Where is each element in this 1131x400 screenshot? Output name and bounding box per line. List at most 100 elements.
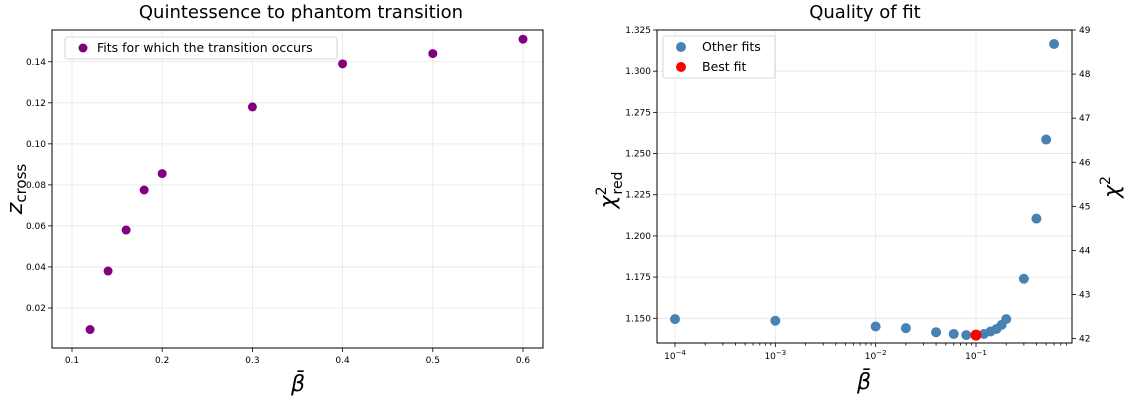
chart-left-frame — [51, 29, 544, 349]
chart-left-x-tick-label: 0.4 — [335, 356, 350, 366]
chart-right-x-tick-exponent: −3 — [776, 349, 786, 357]
chart-right-y2-tick-label: 44 — [1079, 246, 1091, 256]
chart-right-y-tick-label: 1.200 — [625, 232, 651, 242]
chart-right-title: Quality of fit — [809, 2, 921, 23]
chart-left-x-tick-label: 0.6 — [516, 356, 531, 366]
chart-right-y2-tick-label: 45 — [1079, 202, 1090, 212]
chart-left-y-sub: cross — [12, 164, 30, 203]
chart-left-y-main: z — [3, 202, 28, 215]
chart-right-y2-sup: 2 — [1098, 176, 1114, 185]
chart-left-point — [247, 102, 257, 112]
chart-right-y2-tick-label: 43 — [1079, 291, 1090, 301]
chart-right-point — [670, 314, 680, 325]
chart-right-grid — [657, 29, 1072, 343]
chart-left-y-tick-label: 0.08 — [26, 181, 46, 191]
chart-right-y2-tick-label: 47 — [1079, 114, 1090, 124]
chart-right-y-ticks: 1.150 1.175 1.200 1.225 1.250 1.275 1.300 1.325 — [625, 26, 657, 324]
chart-left-y-tick-label: 0.12 — [26, 99, 46, 109]
chart-right-y2-tick-label: 46 — [1079, 158, 1091, 168]
chart-right-x-tick-label: 10−2 — [865, 349, 887, 362]
chart-right-y-tick-label: 1.150 — [625, 314, 651, 324]
chart-right-y-tick-label: 1.175 — [625, 273, 651, 283]
chart-right-x-tick-base: 10 — [664, 352, 676, 362]
chart-right-y2-tick-label: 42 — [1079, 335, 1090, 345]
chart-right-y-axis-label-text: χ2red — [594, 172, 626, 210]
chart-right-legend-label-best: Best fit — [702, 59, 747, 74]
chart-right-x-ticks: 10−4 10−3 10−2 10−1 — [664, 343, 1068, 362]
chart-left-x-tick-label: 0.2 — [155, 356, 169, 366]
chart-right-point — [1001, 314, 1012, 325]
chart-right-y-sup: 2 — [594, 187, 610, 196]
chart-left-y-tick-label: 0.10 — [26, 140, 46, 150]
chart-right-x-tick-label: 10−3 — [764, 349, 786, 362]
chart-left-x-tick-label: 0.5 — [426, 356, 440, 366]
chart-right-y2-axis-label-text: χ2 — [1098, 176, 1125, 199]
chart-right-point — [1018, 273, 1029, 284]
chart-right-y-tick-label: 1.300 — [625, 67, 651, 77]
chart-right-y-axis-label: χ2red — [594, 172, 626, 210]
chart-left-x-ticks: 0.1 0.2 0.3 0.4 0.5 0.6 — [65, 348, 531, 366]
chart-right-y2-axis-label: χ2 — [1098, 176, 1125, 199]
chart-left-points — [85, 34, 528, 335]
chart-right-point — [870, 321, 881, 332]
chart-right-y2-tick-label: 49 — [1079, 26, 1091, 36]
chart-right-y-sub: red — [610, 172, 626, 195]
chart-right-point — [1049, 39, 1060, 50]
chart-right-y-tick-label: 1.325 — [625, 26, 651, 36]
chart-right-legend-marker-other — [676, 42, 686, 52]
chart-right-point — [770, 315, 781, 326]
chart-right-point — [1041, 134, 1052, 145]
chart-right-legend: Other fits Best fit — [662, 35, 776, 79]
chart-right-y-tick-label: 1.225 — [625, 191, 651, 201]
chart-left-x-tick-label: 0.1 — [65, 356, 79, 366]
chart-left-y-tick-label: 0.14 — [26, 58, 46, 68]
chart-right-x-tick-exponent: −2 — [876, 349, 886, 357]
chart-right-point — [961, 330, 972, 341]
chart-left-y-axis-label: zcross — [3, 164, 30, 216]
chart-left-y-tick-label: 0.06 — [26, 222, 46, 232]
chart-right-legend-box — [662, 35, 776, 79]
chart-left-y-tick-label: 0.04 — [26, 263, 46, 273]
chart-left-title: Quintessence to phantom transition — [139, 2, 463, 23]
chart-right-x-tick-base: 10 — [865, 352, 877, 362]
chart-right-x-tick-base: 10 — [965, 352, 977, 362]
chart-left-point — [518, 34, 528, 44]
chart-left-point — [338, 59, 348, 69]
chart-right-x-tick-base: 10 — [764, 352, 776, 362]
chart-right-best-fit-point — [970, 329, 982, 341]
chart-left-y-axis-label-text: zcross — [3, 164, 30, 216]
chart-left-y-ticks: 0.02 0.04 0.06 0.08 0.10 0.12 0.14 — [26, 58, 52, 314]
chart-right-x-tick-exponent: −4 — [676, 349, 687, 357]
chart-right-y-tick-label: 1.250 — [625, 150, 651, 160]
chart-right-x-tick-label: 10−4 — [664, 349, 686, 362]
chart-right-y-tick-label: 1.275 — [625, 108, 651, 118]
chart-left-legend: Fits for which the transition occurs — [64, 36, 338, 60]
chart-right-y-main: χ — [596, 194, 621, 209]
chart-left-x-tick-label: 0.3 — [245, 356, 259, 366]
chart-left-point — [121, 225, 131, 235]
chart-left-legend-label: Fits for which the transition occurs — [97, 40, 313, 55]
chart-right-point — [1031, 213, 1042, 224]
chart-right-legend-marker-best — [676, 62, 686, 72]
chart-quintessence-transition: Quintessence to phantom transition 0.1 0.… — [3, 2, 544, 397]
chart-right-point — [931, 327, 942, 338]
chart-right-y2-main: χ — [1100, 184, 1125, 199]
chart-quality-of-fit: Quality of fit 10−4 10−3 10−2 10−1 1.1501.1… — [594, 2, 1125, 395]
chart-right-secondary-y-ticks: 42 43 44 45 46 47 48 49 — [1072, 26, 1091, 345]
chart-left-legend-marker — [78, 43, 88, 53]
chart-right-point — [948, 328, 959, 339]
chart-right-x-axis-label: β̄ — [856, 369, 871, 395]
chart-left-point — [103, 266, 113, 276]
chart-right-legend-label-other: Other fits — [702, 39, 761, 54]
chart-right-points — [670, 39, 1060, 341]
chart-left-grid — [52, 30, 543, 348]
chart-left-point — [428, 49, 438, 59]
chart-right-x-tick-exponent: −1 — [977, 349, 987, 357]
chart-left-x-axis-label: β̄ — [290, 371, 305, 397]
chart-left-y-tick-label: 0.02 — [26, 304, 46, 314]
chart-left-point — [157, 169, 167, 179]
chart-left-legend-box — [64, 36, 338, 60]
chart-left-point — [85, 325, 95, 335]
chart-right-y2-tick-label: 48 — [1079, 70, 1091, 80]
